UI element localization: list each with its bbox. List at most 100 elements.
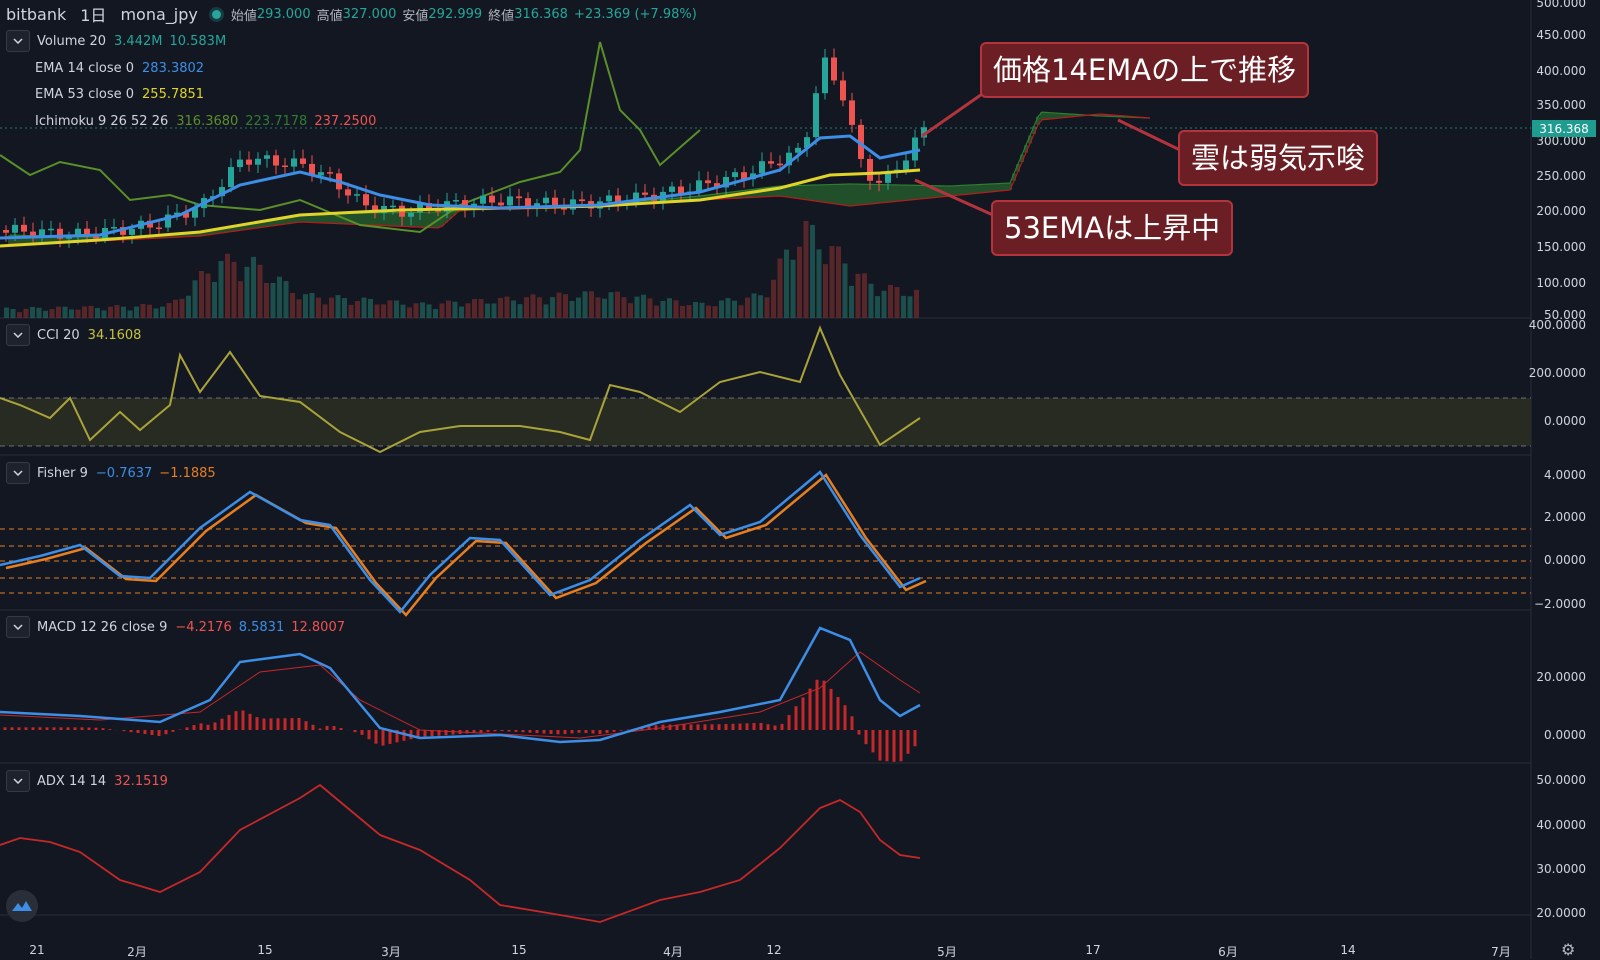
cci-value: 34.1608 xyxy=(87,327,142,343)
volume-bar xyxy=(10,308,16,318)
legend-macd[interactable]: MACD 12 26 close 9 −4.2176 8.5831 12.800… xyxy=(6,616,352,638)
price-axis-label: 350.000 xyxy=(1536,98,1586,112)
annotation-ema14[interactable]: 価格14EMAの上で推移 xyxy=(980,42,1310,98)
symbol-name[interactable]: mona_jpy xyxy=(120,4,198,24)
candle-body xyxy=(822,57,828,94)
annotation-ema53[interactable]: 53EMAは上昇中 xyxy=(991,200,1234,256)
volume-bar xyxy=(153,308,159,318)
candle-body xyxy=(111,227,117,229)
candle-body xyxy=(786,152,792,166)
price-axis-label: 500.000 xyxy=(1536,0,1586,10)
time-axis-label: 21 xyxy=(29,943,45,957)
volume-bar xyxy=(803,220,809,318)
volume-bar xyxy=(108,306,113,318)
price-axis-label: 400.000 xyxy=(1536,64,1586,78)
candle-body xyxy=(498,202,504,206)
collapse-legend-button[interactable] xyxy=(6,30,30,52)
candle-body xyxy=(867,158,873,181)
legend-volume[interactable]: Volume 20 3.442M 10.583M xyxy=(6,30,233,52)
collapse-fisher-button[interactable] xyxy=(6,462,30,484)
gear-icon[interactable]: ⚙ xyxy=(1561,940,1576,959)
candle-body xyxy=(12,224,18,233)
collapse-macd-button[interactable] xyxy=(6,616,30,638)
candle-body xyxy=(363,194,369,206)
volume-bar xyxy=(433,309,438,318)
annotation-cloud[interactable]: 雲は弱気示唆 xyxy=(1178,130,1379,186)
volume-bar xyxy=(381,304,386,318)
candle-body xyxy=(696,180,702,192)
change-value: +23.369 (+7.98%) xyxy=(573,6,697,22)
collapse-cci-button[interactable] xyxy=(6,324,30,346)
candle-body xyxy=(417,203,423,213)
ema53-line xyxy=(0,168,921,248)
time-axis-label: 5月 xyxy=(937,945,957,959)
price-axis-label: 50.000 xyxy=(1544,308,1586,322)
tradingview-logo[interactable] xyxy=(6,890,38,922)
volume-bar xyxy=(361,297,367,318)
volume-bar xyxy=(257,264,263,318)
volume-bar xyxy=(303,294,308,318)
candle-body xyxy=(849,100,855,125)
cci-axis-label: 400.0000 xyxy=(1528,318,1586,332)
candle-body xyxy=(327,172,333,174)
legend-ema14[interactable]: EMA 14 close 0 283.3802 xyxy=(35,57,211,79)
volume-bar xyxy=(322,304,328,318)
fisher-value: −0.7637 xyxy=(95,465,153,481)
legend-fisher[interactable]: Fisher 9 −0.7637 −1.1885 xyxy=(6,462,223,484)
volume-bar xyxy=(218,260,224,318)
candle-body xyxy=(885,172,891,183)
volume-bar xyxy=(901,295,906,318)
volume-bar xyxy=(563,294,568,318)
annotation-arrow xyxy=(1117,118,1181,152)
adx-axis-label: 30.0000 xyxy=(1536,862,1586,876)
legend-ichimoku[interactable]: Ichimoku 9 26 52 26 316.3680 223.7178 23… xyxy=(35,110,383,132)
volume-bar xyxy=(667,298,672,318)
legend-ema53[interactable]: EMA 53 close 0 255.7851 xyxy=(35,83,211,105)
adx-value: 32.1519 xyxy=(114,773,168,789)
volume-bar xyxy=(134,306,139,318)
volume-bar xyxy=(30,306,35,318)
ichimoku-value-1: 316.3680 xyxy=(176,113,239,129)
close-value: 316.368 xyxy=(514,6,568,22)
volume-bar xyxy=(719,300,724,318)
time-axis-label: 7月 xyxy=(1491,945,1511,959)
volume-bar xyxy=(387,300,393,318)
candle-body xyxy=(156,227,162,230)
adx-axis-label: 20.0000 xyxy=(1536,906,1586,920)
candle-body xyxy=(903,160,909,170)
candle-body xyxy=(723,176,729,188)
volume-bar xyxy=(810,224,815,318)
legend-adx[interactable]: ADX 14 14 32.1519 xyxy=(6,770,175,792)
volume-bar xyxy=(634,296,640,318)
candle-body xyxy=(714,183,720,188)
volume-bar xyxy=(465,303,471,318)
volume-bar xyxy=(907,296,913,318)
interval-label[interactable]: 1日 xyxy=(80,6,107,25)
candle-body xyxy=(57,228,63,239)
price-axis-label: 200.000 xyxy=(1536,204,1586,218)
chevron-down-icon xyxy=(13,332,23,338)
volume-bar xyxy=(511,300,516,318)
candle-body xyxy=(777,163,783,166)
candle-body xyxy=(912,137,918,161)
volume-bar xyxy=(199,270,204,318)
exchange-name[interactable]: bitbank xyxy=(6,4,67,24)
volume-bar xyxy=(264,282,269,318)
volume-bar xyxy=(95,308,100,318)
ichimoku-lagging xyxy=(0,41,701,234)
collapse-adx-button[interactable] xyxy=(6,770,30,792)
volume-bar xyxy=(69,309,74,318)
volume-bar xyxy=(420,302,425,318)
high-value: 327.000 xyxy=(342,6,397,22)
volume-bar xyxy=(160,306,165,318)
volume-bar xyxy=(277,276,282,318)
time-axis-label: 15 xyxy=(257,943,273,957)
fisher-axis-label: 2.0000 xyxy=(1544,510,1586,524)
candle-body xyxy=(30,231,36,238)
candle-body xyxy=(129,228,135,235)
volume-bar xyxy=(244,266,250,318)
time-axis-label: 15 xyxy=(511,943,527,957)
volume-bar xyxy=(101,310,107,318)
legend-cci[interactable]: CCI 20 34.1608 xyxy=(6,324,148,346)
